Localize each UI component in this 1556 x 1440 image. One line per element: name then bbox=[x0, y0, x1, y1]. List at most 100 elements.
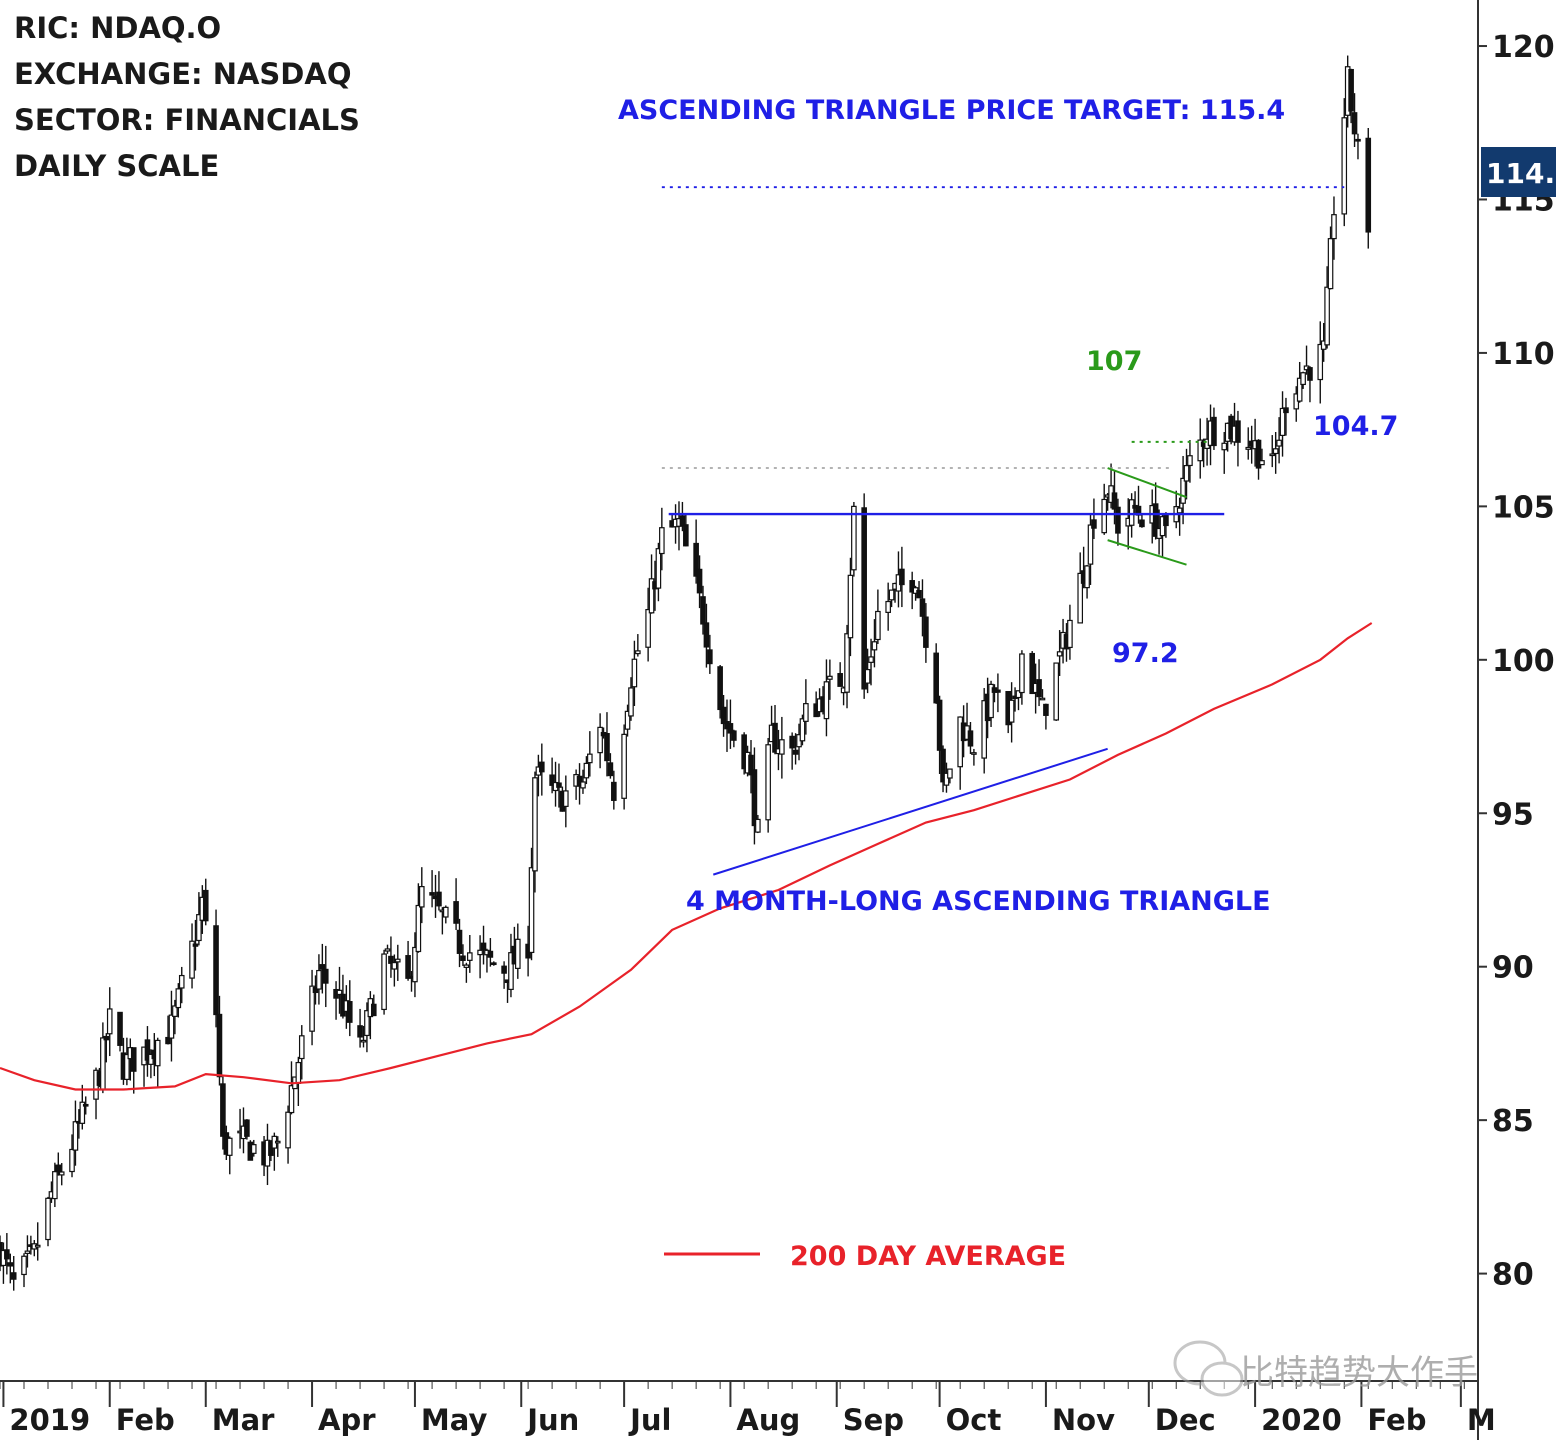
candle-body bbox=[1067, 619, 1073, 649]
candle-body bbox=[436, 891, 442, 907]
candle-body bbox=[587, 753, 593, 764]
candle-body bbox=[100, 1037, 106, 1091]
candle-body bbox=[384, 948, 391, 952]
candle-body bbox=[364, 1010, 370, 1037]
candle-body bbox=[360, 1039, 367, 1043]
candle-body bbox=[645, 608, 651, 648]
candle-body bbox=[319, 964, 326, 970]
candle-body bbox=[460, 955, 466, 961]
candle-body bbox=[515, 938, 521, 969]
candle-body bbox=[309, 985, 315, 1032]
y-tick-label: 80 bbox=[1492, 1258, 1534, 1293]
wechat-icon bbox=[1173, 1340, 1244, 1397]
candle-body bbox=[1197, 439, 1204, 462]
candle-body bbox=[947, 768, 953, 779]
candle-body bbox=[7, 1262, 14, 1267]
candle-body bbox=[563, 790, 569, 807]
y-tick-label: 90 bbox=[1492, 951, 1534, 986]
candle-body bbox=[1091, 519, 1097, 529]
candle-body bbox=[1348, 68, 1354, 112]
candle-body bbox=[394, 958, 401, 963]
candle-body bbox=[717, 666, 723, 711]
candle-body bbox=[967, 730, 974, 747]
candle-body bbox=[988, 683, 994, 719]
x-tick-label: Feb bbox=[116, 1403, 175, 1437]
x-tick-label: Feb bbox=[1367, 1403, 1426, 1437]
candle-body bbox=[847, 574, 854, 639]
candle-body bbox=[69, 1148, 75, 1173]
candle-body bbox=[1152, 503, 1159, 537]
candle-body bbox=[803, 703, 809, 722]
candle-body bbox=[274, 1140, 281, 1144]
candle-body bbox=[1056, 651, 1063, 657]
candle-body bbox=[487, 950, 494, 958]
candle-body bbox=[463, 964, 470, 968]
candle-body bbox=[885, 600, 891, 613]
candle-body bbox=[971, 752, 977, 755]
candle-body bbox=[1300, 372, 1306, 386]
candle-body bbox=[1187, 455, 1193, 467]
candle-body bbox=[1029, 652, 1035, 695]
candle-body bbox=[467, 952, 473, 961]
resistance-level-annotation: 104.7 bbox=[1313, 411, 1398, 442]
candle-body bbox=[216, 1013, 223, 1078]
candle-body bbox=[480, 942, 487, 951]
candle-body bbox=[611, 781, 617, 801]
candle-body bbox=[1235, 420, 1241, 443]
candle-body bbox=[1283, 407, 1289, 414]
candle-body bbox=[1245, 446, 1252, 450]
candle-body bbox=[285, 1111, 291, 1149]
candle-body bbox=[799, 718, 806, 742]
candle-body bbox=[703, 622, 710, 648]
x-tick-label: Sep bbox=[843, 1403, 904, 1437]
candle-body bbox=[748, 754, 754, 776]
candle-body bbox=[508, 952, 514, 991]
candle-body bbox=[792, 749, 799, 755]
support-line bbox=[712, 747, 1108, 876]
candle-body bbox=[727, 723, 734, 734]
candle-body bbox=[1039, 697, 1046, 701]
candle-body bbox=[1327, 238, 1334, 290]
candle-body bbox=[82, 1103, 89, 1107]
watermark-text: 比特趋势大作手 bbox=[1240, 1353, 1478, 1393]
candle-body bbox=[607, 762, 614, 777]
candle-body bbox=[789, 735, 795, 749]
ric-label: RIC: NDAQ.O bbox=[14, 11, 221, 45]
candle-body bbox=[192, 943, 199, 947]
candle-body bbox=[1115, 506, 1121, 534]
candle-body bbox=[213, 925, 219, 1016]
candle-body bbox=[707, 649, 713, 665]
y-tick-label: 120 bbox=[1492, 30, 1555, 65]
candle-body bbox=[696, 568, 703, 594]
candle-body bbox=[1043, 703, 1049, 716]
candle-body bbox=[755, 818, 761, 833]
candle-body bbox=[130, 1047, 137, 1072]
candle-body bbox=[391, 962, 398, 970]
candle-body bbox=[731, 730, 737, 741]
x-tick-label: Jun bbox=[525, 1403, 579, 1437]
flag-bottom-line bbox=[1107, 539, 1187, 566]
candle-body bbox=[1255, 439, 1262, 469]
candle-body bbox=[936, 699, 943, 751]
last-price-badge: 114. bbox=[1481, 147, 1556, 197]
candle-body bbox=[919, 598, 926, 617]
candle-body bbox=[583, 762, 590, 779]
candle-body bbox=[1180, 477, 1186, 504]
candle-body bbox=[370, 1003, 377, 1017]
candle-body bbox=[923, 616, 929, 648]
y-tick-label: 110 bbox=[1492, 337, 1555, 372]
candle-body bbox=[635, 650, 641, 655]
candle-body bbox=[655, 548, 662, 589]
candle-body bbox=[1269, 453, 1276, 457]
candle-body bbox=[576, 775, 583, 787]
candle-body bbox=[624, 710, 631, 730]
candle-body bbox=[144, 1039, 151, 1061]
candle-body bbox=[597, 726, 603, 754]
candle-body bbox=[10, 1272, 17, 1280]
candle-body bbox=[226, 1137, 233, 1156]
candle-body bbox=[1128, 499, 1135, 526]
candle-body bbox=[861, 507, 867, 690]
candle-body bbox=[1341, 117, 1348, 215]
candle-body bbox=[388, 955, 394, 964]
candle-body bbox=[1087, 524, 1094, 565]
